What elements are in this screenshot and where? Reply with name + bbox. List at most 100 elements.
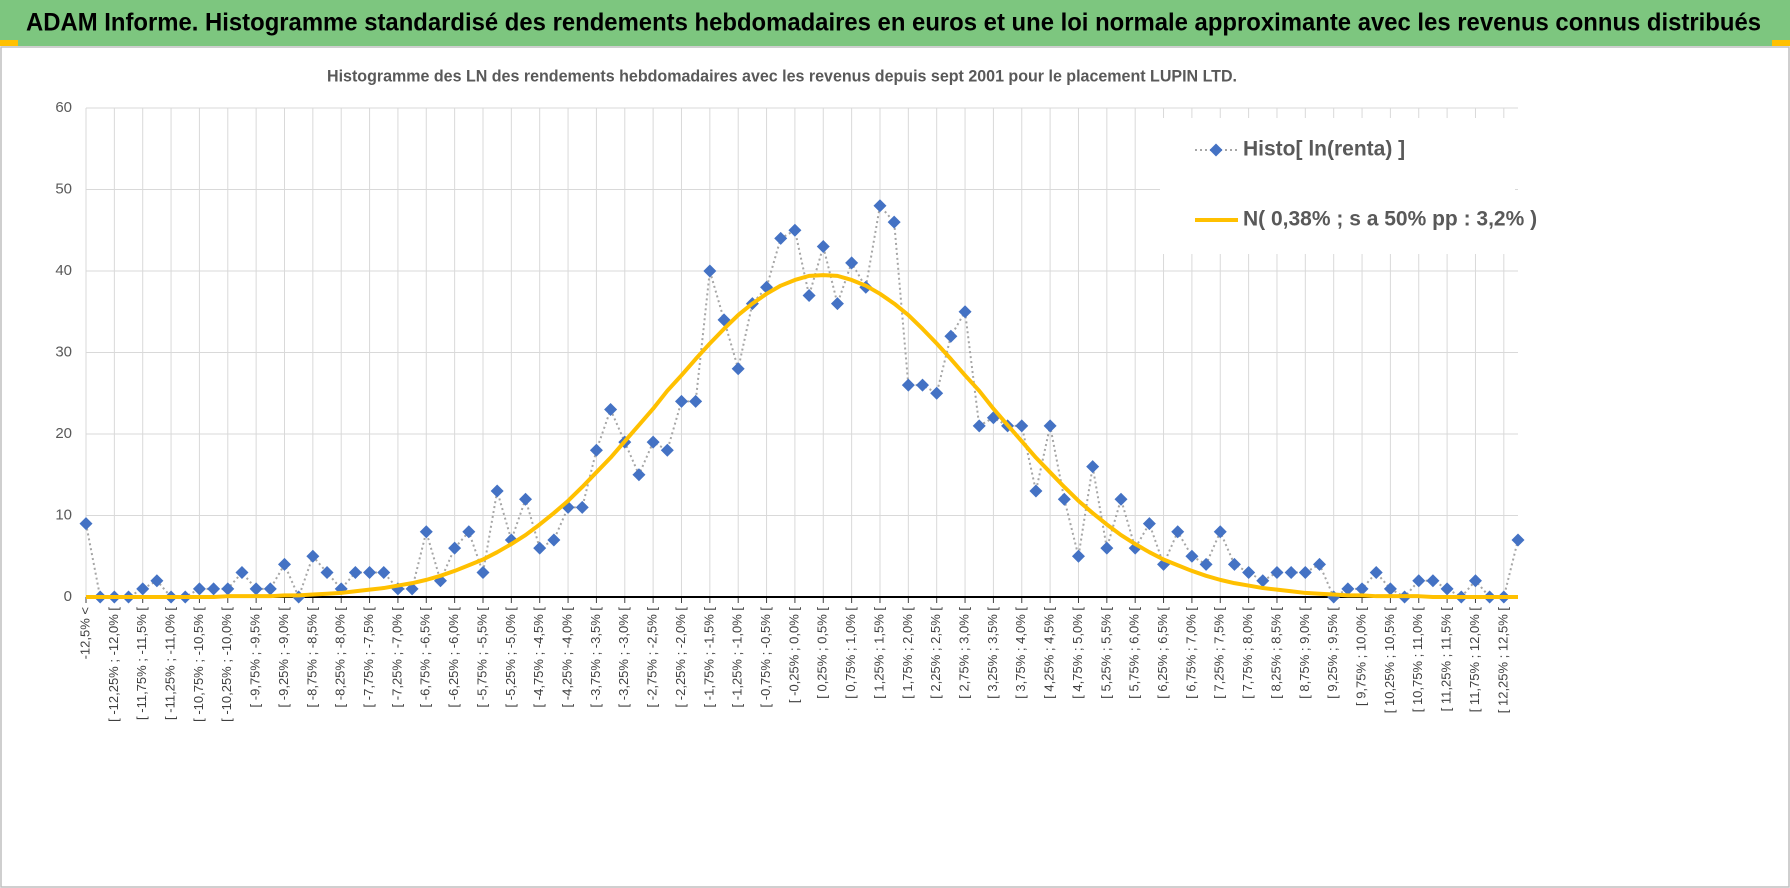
y-tick-label: 40 [55, 262, 72, 279]
legend-label: Histo[ ln(renta) ] [1243, 138, 1405, 161]
data-point [1015, 419, 1029, 433]
data-point [377, 566, 391, 580]
data-point [547, 533, 561, 547]
x-tick-label: [ -0,25% ; 0,0% [ [786, 607, 801, 703]
x-tick-label: [ 5,75% ; 6,0% [ [1127, 607, 1142, 699]
x-tick-label: [ -8,75% ; -8,5% [ [304, 607, 319, 708]
x-tick-label: [ 1,25% ; 1,5% [ [871, 607, 886, 699]
data-point [1256, 574, 1270, 588]
data-point [490, 484, 504, 498]
legend-label: N( 0,38% ; s a 50% pp : 3,2% ) [1243, 208, 1537, 231]
data-point [1086, 460, 1100, 474]
data-point [519, 492, 533, 506]
data-point [887, 215, 901, 229]
x-tick-label: [ -4,25% ; -4,0% [ [559, 607, 574, 708]
data-point [873, 199, 887, 213]
x-tick-label: [ 8,75% ; 9,0% [ [1297, 607, 1312, 699]
data-point [830, 297, 844, 311]
header-accent [1772, 40, 1790, 46]
x-tick-label: [ 10,25% ; 10,5% [ [1382, 607, 1397, 714]
data-point [632, 468, 646, 482]
x-tick-label: [ -11,25% ; -11,0% [ [163, 607, 178, 720]
data-point [1185, 549, 1199, 563]
x-tick-label: [ -12,25% ; -12,0% [ [106, 607, 121, 722]
data-point [320, 566, 334, 580]
data-point [263, 582, 277, 596]
data-point [703, 264, 717, 278]
data-point [604, 403, 618, 417]
x-tick-label: [ 1,75% ; 2,0% [ [900, 607, 915, 699]
data-point [930, 386, 944, 400]
data-point [363, 566, 377, 580]
data-point [150, 574, 164, 588]
x-tick-label: [ 9,75% ; 10,0% [ [1353, 607, 1368, 706]
data-point [1270, 566, 1284, 580]
page-title: ADAM Informe. Histogramme standardisé de… [26, 9, 1761, 37]
x-tick-label: [ -9,75% ; -9,5% [ [248, 607, 263, 708]
y-tick-label: 60 [55, 99, 72, 116]
data-point [816, 240, 830, 254]
y-tick-label: 0 [64, 588, 72, 605]
x-tick-label: [ 6,25% ; 6,5% [ [1155, 607, 1170, 699]
x-tick-label: [ -2,75% ; -2,5% [ [645, 607, 660, 708]
x-tick-label: [ 7,25% ; 7,5% [ [1212, 607, 1227, 699]
x-tick-label: [ 8,25% ; 8,5% [ [1268, 607, 1283, 699]
x-tick-label: [ -10,75% ; -10,5% [ [191, 607, 206, 722]
x-tick-label: [ 2,25% ; 2,5% [ [928, 607, 943, 699]
data-point [1100, 541, 1114, 555]
x-tick-label: [ -7,75% ; -7,5% [ [361, 607, 376, 708]
data-point [1142, 517, 1156, 531]
x-tick-label: [ -9,25% ; -9,0% [ [276, 607, 291, 708]
data-point [1426, 574, 1440, 588]
data-point [689, 394, 703, 408]
data-point [958, 305, 972, 319]
data-point [235, 566, 249, 580]
data-point [207, 582, 221, 596]
x-tick-label: [ -6,25% ; -6,0% [ [446, 607, 461, 708]
chart-frame [0, 46, 1790, 888]
data-point [589, 443, 603, 457]
data-point [533, 541, 547, 555]
data-point [802, 288, 816, 302]
data-point [1227, 557, 1241, 571]
data-point [1057, 492, 1071, 506]
y-tick-label: 30 [55, 343, 72, 360]
x-tick-label: [ 3,75% ; 4,0% [ [1013, 607, 1028, 699]
data-point [1199, 557, 1213, 571]
data-point [1468, 574, 1482, 588]
data-point [1171, 525, 1185, 539]
x-tick-label: [ 5,25% ; 5,5% [ [1098, 607, 1113, 699]
data-point [1412, 574, 1426, 588]
data-point [419, 525, 433, 539]
data-point [448, 541, 462, 555]
x-tick-label: [ 11,25% ; 11,5% [ [1439, 607, 1454, 712]
x-tick-label: [ 0,25% ; 0,5% [ [815, 607, 830, 699]
x-tick-label: [ 7,75% ; 8,0% [ [1240, 607, 1255, 699]
data-point [504, 533, 518, 547]
data-point [348, 566, 362, 580]
data-point [660, 443, 674, 457]
y-tick-label: 50 [55, 180, 72, 197]
x-tick-label: [ -5,25% ; -5,0% [ [503, 607, 518, 708]
data-point [249, 582, 263, 596]
x-tick-label: [ -8,25% ; -8,0% [ [333, 607, 348, 708]
x-tick-label: [ -1,75% ; -1,5% [ [701, 607, 716, 708]
x-tick-label: [ 4,75% ; 5,0% [ [1070, 607, 1085, 699]
data-point [1071, 549, 1085, 563]
data-point [1355, 582, 1369, 596]
x-tick-label: -12,5% < [77, 607, 92, 659]
plot-area: -12,5% < [ -12,25% ; -12,0% [[ -11,75% ; … [55, 99, 1537, 722]
data-point [1511, 533, 1525, 547]
data-point [136, 582, 150, 596]
x-tick-label: [ -6,75% ; -6,5% [ [418, 607, 433, 708]
data-point [192, 582, 206, 596]
data-point [1029, 484, 1043, 498]
y-tick-label: 20 [55, 425, 72, 442]
x-tick-label: [ 6,75% ; 7,0% [ [1183, 607, 1198, 699]
data-point [1284, 566, 1298, 580]
header-accent [0, 40, 18, 46]
data-point [916, 378, 930, 392]
x-tick-label: [ 9,25% ; 9,5% [ [1325, 607, 1340, 699]
data-point [1213, 525, 1227, 539]
x-tick-label: [ 4,25% ; 4,5% [ [1042, 607, 1057, 699]
